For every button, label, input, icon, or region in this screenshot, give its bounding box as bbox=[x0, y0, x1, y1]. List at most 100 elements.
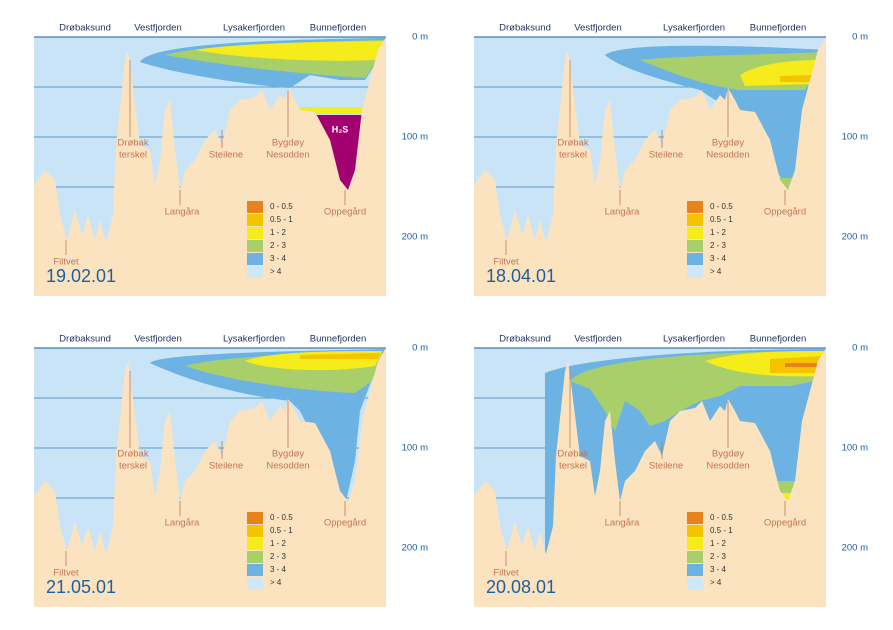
place-label: Drøbak bbox=[557, 449, 588, 460]
legend-label: 2 - 3 bbox=[710, 241, 727, 250]
legend-swatch bbox=[247, 577, 263, 589]
legend-label: 0 - 0.5 bbox=[710, 513, 733, 522]
legend-swatch bbox=[247, 214, 263, 226]
depth-label: 100 m bbox=[402, 443, 428, 454]
place-label: Drøbak bbox=[557, 138, 588, 149]
seabed bbox=[474, 348, 826, 607]
place-label: Bygdøy bbox=[272, 449, 304, 460]
water-layer bbox=[300, 107, 366, 114]
legend-label: > 4 bbox=[710, 267, 722, 276]
legend-swatch bbox=[247, 201, 263, 213]
legend-label: 1 - 2 bbox=[710, 539, 727, 548]
legend-label: 3 - 4 bbox=[710, 254, 727, 263]
legend-swatch bbox=[247, 525, 263, 537]
region-label: Lysakerfjorden bbox=[223, 334, 285, 345]
legend-label: 0.5 - 1 bbox=[270, 526, 293, 535]
depth-label: 0 m bbox=[852, 32, 868, 43]
region-label: Lysakerfjorden bbox=[223, 23, 285, 34]
place-label: Bygdøy bbox=[712, 138, 744, 149]
place-label: Filtvet bbox=[493, 568, 519, 579]
region-label: Bunnefjorden bbox=[310, 23, 367, 34]
place-label: Nesodden bbox=[706, 150, 749, 161]
legend-label: 2 - 3 bbox=[270, 552, 287, 561]
legend-swatch bbox=[687, 577, 703, 589]
legend-swatch bbox=[687, 564, 703, 576]
legend-label: 2 - 3 bbox=[710, 552, 727, 561]
place-label: Steilene bbox=[649, 461, 683, 472]
legend-swatch bbox=[687, 525, 703, 537]
depth-label: 200 m bbox=[402, 232, 428, 243]
place-label: Drøbak bbox=[117, 138, 148, 149]
legend-swatch bbox=[687, 214, 703, 226]
region-label: Bunnefjorden bbox=[310, 334, 367, 345]
legend-swatch bbox=[247, 240, 263, 252]
region-label: Vestfjorden bbox=[134, 23, 182, 34]
legend-swatch bbox=[687, 512, 703, 524]
place-label: Langåra bbox=[165, 518, 201, 529]
legend-swatch bbox=[247, 564, 263, 576]
legend-label: > 4 bbox=[270, 267, 282, 276]
date-label: 18.04.01 bbox=[486, 266, 556, 286]
legend-label: > 4 bbox=[710, 578, 722, 587]
water-layer bbox=[780, 75, 813, 82]
place-label: Oppegård bbox=[324, 518, 366, 529]
panel: Drøbaksund Vestfjorden Lysakerfjorden Bunne… bbox=[474, 23, 868, 296]
legend-label: > 4 bbox=[270, 578, 282, 587]
legend-label: 0 - 0.5 bbox=[270, 513, 293, 522]
place-label: terskel bbox=[119, 150, 147, 161]
legend-label: 3 - 4 bbox=[270, 254, 287, 263]
legend-label: 1 - 2 bbox=[270, 539, 287, 548]
place-label: Steilene bbox=[649, 150, 683, 161]
legend-label: 0.5 - 1 bbox=[270, 215, 293, 224]
legend-label: 1 - 2 bbox=[710, 228, 727, 237]
panel: Drøbaksund Vestfjorden Lysakerfjorden Bunne… bbox=[34, 334, 428, 607]
legend-swatch bbox=[247, 538, 263, 550]
place-label: Nesodden bbox=[266, 461, 309, 472]
place-label: Steilene bbox=[209, 461, 243, 472]
depth-label: 100 m bbox=[842, 443, 868, 454]
seabed bbox=[34, 348, 386, 607]
legend-label: 0.5 - 1 bbox=[710, 526, 733, 535]
place-label: Steilene bbox=[209, 150, 243, 161]
legend-swatch bbox=[687, 240, 703, 252]
legend-swatch bbox=[247, 512, 263, 524]
panel: Drøbaksund Vestfjorden Lysakerfjorden Bunne… bbox=[474, 334, 868, 607]
depth-label: 0 m bbox=[412, 32, 428, 43]
place-label: Langåra bbox=[605, 207, 641, 218]
place-label: Drøbak bbox=[117, 449, 148, 460]
region-label: Vestfjorden bbox=[134, 334, 182, 345]
date-label: 19.02.01 bbox=[46, 266, 116, 286]
legend-swatch bbox=[687, 227, 703, 239]
place-label: Langåra bbox=[605, 518, 641, 529]
legend-label: 0 - 0.5 bbox=[710, 202, 733, 211]
legend-swatch bbox=[687, 266, 703, 278]
legend-swatch bbox=[687, 538, 703, 550]
depth-label: 100 m bbox=[402, 132, 428, 143]
legend-label: 1 - 2 bbox=[270, 228, 287, 237]
water-layer bbox=[785, 363, 818, 367]
place-label: Oppegård bbox=[324, 207, 366, 218]
legend-swatch bbox=[687, 551, 703, 563]
panel: Drøbaksund Vestfjorden Lysakerfjorden Bunne… bbox=[34, 23, 428, 296]
place-label: Bygdøy bbox=[272, 138, 304, 149]
region-label: Vestfjorden bbox=[574, 23, 622, 34]
depth-label: 200 m bbox=[842, 232, 868, 243]
region-label: Drøbaksund bbox=[59, 23, 111, 34]
seabed bbox=[34, 37, 386, 296]
region-label: Drøbaksund bbox=[59, 334, 111, 345]
date-label: 20.08.01 bbox=[486, 577, 556, 597]
place-label: Nesodden bbox=[266, 150, 309, 161]
depth-label: 0 m bbox=[412, 343, 428, 354]
depth-label: 200 m bbox=[402, 543, 428, 554]
legend-swatch bbox=[247, 253, 263, 265]
legend-swatch bbox=[687, 201, 703, 213]
region-label: Bunnefjorden bbox=[750, 23, 807, 34]
place-label: terskel bbox=[559, 461, 587, 472]
depth-label: 100 m bbox=[842, 132, 868, 143]
legend-label: 0.5 - 1 bbox=[710, 215, 733, 224]
depth-label: 0 m bbox=[852, 343, 868, 354]
region-label: Drøbaksund bbox=[499, 23, 551, 34]
seabed bbox=[474, 37, 826, 296]
legend-swatch bbox=[247, 227, 263, 239]
place-label: Langåra bbox=[165, 207, 201, 218]
